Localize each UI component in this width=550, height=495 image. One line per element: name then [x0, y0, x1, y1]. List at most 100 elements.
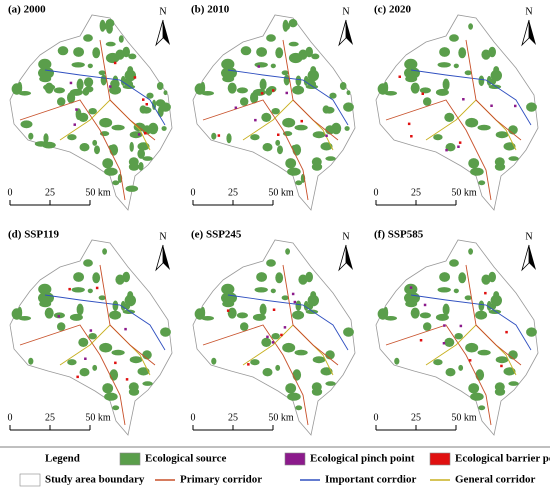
pinch-point: [300, 119, 303, 123]
scale-label: 0: [374, 187, 379, 198]
ecological-source: [250, 134, 260, 141]
ecological-source: [104, 392, 118, 401]
ecological-source: [108, 144, 117, 150]
ecological-source: [17, 306, 23, 319]
ecological-source: [88, 108, 97, 115]
ecological-source: [346, 90, 351, 96]
corridor: [385, 99, 492, 201]
pinch-point: [266, 335, 269, 339]
ecological-source: [307, 69, 319, 82]
ecological-source: [439, 272, 450, 282]
corridor: [44, 69, 166, 126]
map-panel: (b) 2010 N 0 25 50 km: [191, 4, 356, 211]
corridor: [227, 294, 349, 351]
scale-label: 50 km: [268, 187, 294, 198]
corridor: [99, 39, 156, 141]
pinch-point: [409, 286, 413, 289]
ecological-source: [99, 117, 113, 128]
study-area: [375, 14, 539, 211]
ecological-source: [109, 369, 119, 381]
pinch-point: [490, 104, 493, 107]
ecological-source: [282, 19, 289, 32]
pinch-point: [113, 61, 117, 65]
north-label: N: [159, 231, 166, 242]
ecological-source: [437, 287, 451, 293]
pinch-point: [254, 118, 257, 122]
ecological-source: [76, 303, 84, 316]
pinch-point: [76, 375, 79, 379]
ecological-source: [343, 102, 354, 112]
ecological-source: [526, 327, 537, 337]
ecological-source: [128, 388, 140, 396]
panel-label: (f) SSP585: [374, 229, 424, 241]
ecological-source: [112, 405, 120, 411]
ecological-source: [146, 92, 154, 99]
ecological-source: [84, 86, 94, 93]
ecological-source: [320, 367, 333, 376]
legend-label: Ecological barrier point: [455, 453, 550, 465]
ecological-source: [464, 295, 472, 301]
legend-swatch: [429, 452, 451, 466]
ecological-source: [437, 62, 451, 68]
ecological-source: [259, 78, 267, 91]
north-arrow: [529, 20, 536, 45]
scale-label: 25: [411, 187, 421, 198]
ecological-source: [128, 163, 140, 171]
legend-label: Study area boundary: [45, 474, 145, 486]
corridor: [282, 264, 339, 366]
ecological-source: [468, 248, 473, 255]
legend-label: Ecological source: [145, 453, 226, 465]
ecological-source: [227, 82, 237, 94]
ecological-source: [79, 368, 90, 377]
pinch-point: [257, 65, 260, 68]
ecological-source: [433, 134, 443, 141]
ecological-source: [111, 349, 125, 356]
ecological-source: [98, 70, 106, 76]
ecological-source: [281, 70, 289, 76]
ecological-source: [73, 47, 84, 57]
ecological-source: [495, 131, 509, 139]
ecological-source: [227, 307, 237, 319]
ecological-source: [137, 367, 150, 376]
ecological-source: [331, 122, 342, 135]
ecological-source: [28, 132, 34, 140]
ecological-source: [99, 342, 113, 353]
ecological-source: [288, 19, 298, 28]
corridor: [202, 99, 309, 201]
corridor: [44, 294, 166, 351]
ecological-source: [275, 364, 281, 371]
pinch-point: [272, 308, 276, 311]
ecological-source: [43, 133, 49, 144]
corridor: [410, 69, 532, 126]
north-arrow: [163, 245, 170, 270]
ecological-source: [105, 52, 120, 64]
ecological-source: [88, 333, 97, 340]
north-label: N: [342, 6, 349, 17]
pinch-point: [423, 303, 427, 307]
ecological-source: [57, 46, 69, 56]
ecological-source: [137, 142, 150, 151]
panel-label: (a) 2000: [8, 4, 46, 16]
ecological-source: [343, 327, 354, 337]
ecological-source: [285, 248, 290, 255]
legend-label: Primary corridor: [180, 474, 262, 486]
ecological-source: [75, 108, 82, 120]
ecological-source: [256, 272, 267, 282]
ecological-source: [470, 392, 484, 401]
corridor: [19, 99, 126, 201]
ecological-source: [201, 316, 214, 321]
ecological-source: [481, 274, 491, 285]
ecological-source: [478, 300, 485, 312]
pinch-point: [445, 148, 448, 152]
ecological-source: [252, 313, 266, 321]
ecological-source: [270, 288, 276, 294]
pinch-point: [137, 133, 141, 136]
ecological-source: [282, 342, 296, 353]
ecological-source: [39, 75, 52, 83]
pinch-point: [142, 98, 145, 101]
ecological-source: [445, 143, 456, 152]
ecological-source: [266, 259, 276, 267]
ecological-source: [444, 112, 455, 122]
ecological-source: [453, 288, 459, 294]
